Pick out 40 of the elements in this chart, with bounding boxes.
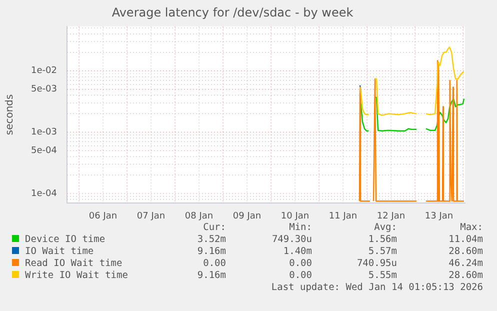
legend-label: Device IO time: [24, 233, 106, 245]
text: 28.60m: [448, 245, 483, 257]
text: 1.40m: [282, 245, 312, 257]
text: Max:: [459, 221, 483, 233]
x-tick-label: 11 Jan: [328, 212, 358, 222]
x-tick-label: 10 Jan: [280, 212, 310, 222]
text: 740.95u: [356, 257, 397, 269]
text: Min:: [288, 221, 312, 233]
text: 9.16m: [196, 245, 226, 257]
text: 1.56m: [367, 233, 397, 245]
text: 0.00: [202, 257, 226, 269]
y-tick-label: 1e-02: [31, 66, 57, 76]
text: 46.24m: [448, 257, 483, 269]
x-tick-label: 13 Jan: [424, 212, 454, 222]
x-tick-label: 07 Jan: [136, 212, 166, 222]
text: 5.57m: [367, 245, 397, 257]
y-tick-label: 1e-03: [31, 128, 57, 138]
x-tick-label: 06 Jan: [88, 212, 118, 222]
text: 0.00: [288, 269, 312, 281]
legend-label: IO Wait time: [24, 245, 95, 257]
legend-label: Write IO Wait time: [24, 269, 129, 281]
text: 749.30u: [270, 233, 312, 245]
text: 0.00: [288, 257, 312, 269]
y-tick-label: 1e-04: [31, 188, 58, 199]
x-tick-label: 08 Jan: [184, 212, 214, 222]
text: 28.60m: [448, 269, 483, 281]
y-tick-label: 5e-03: [31, 84, 57, 95]
chart-title: Average latency for /dev/sdac - by week: [112, 5, 354, 20]
text: 5.55m: [367, 269, 397, 281]
text: Avg:: [373, 221, 397, 233]
text: Cur:: [202, 221, 226, 233]
legend-label: Read IO Wait time: [24, 257, 124, 269]
text: 11.04m: [448, 233, 483, 245]
text: Last update: Wed Jan 14 01:05:13 2026: [271, 282, 483, 293]
y-tick-label: 5e-04: [31, 146, 58, 156]
text: 3.52m: [196, 233, 226, 245]
x-tick-label: 09 Jan: [232, 212, 262, 222]
text: 9.16m: [196, 269, 226, 281]
y-axis-title: seconds: [4, 94, 16, 136]
x-tick-label: 12 Jan: [376, 212, 406, 222]
